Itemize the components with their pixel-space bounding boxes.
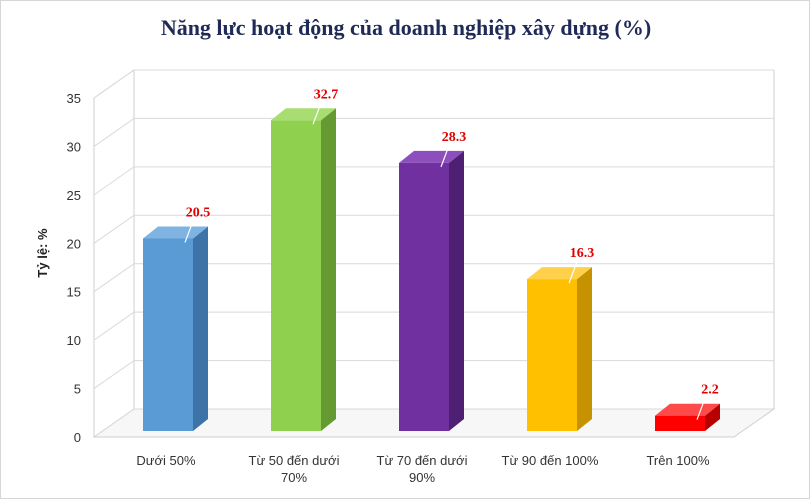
bar-front (655, 415, 705, 431)
y-axis-title: Tỷ lệ: % (35, 228, 50, 278)
bar-top (399, 150, 464, 163)
y-tick-label: 20 (67, 236, 81, 251)
bar-top (655, 403, 720, 416)
y-tick-label: 10 (67, 333, 81, 348)
x-category-label: Trên 100% (646, 453, 710, 468)
bar-side (577, 267, 592, 431)
data-label: 20.5 (186, 205, 211, 220)
bar-side (193, 226, 208, 431)
gridline (93, 69, 774, 99)
data-label-leader (184, 218, 195, 243)
bar-side (449, 150, 464, 431)
x-axis-categories: Dưới 50% Từ 50 đến dưới 70% Từ 70 đến dưới 9… (136, 453, 710, 485)
data-label-leader (312, 100, 323, 125)
bars (143, 108, 720, 431)
data-label: 32.7 (314, 87, 339, 102)
y-tick-label: 5 (74, 382, 81, 397)
bar-top (271, 108, 336, 121)
bar (655, 403, 720, 431)
gridline (93, 214, 774, 244)
gridline (93, 166, 774, 196)
bar-front (271, 120, 321, 431)
bar-side (705, 403, 720, 431)
data-labels: 20.5 32.7 28.3 16.3 2.2 (184, 87, 719, 420)
bar-front (527, 279, 577, 431)
y-axis-ticks: 0 5 10 15 20 25 30 35 (67, 91, 81, 445)
y-tick-label: 0 (74, 430, 81, 445)
y-tick-label: 30 (67, 139, 81, 154)
data-label-leader (568, 258, 579, 284)
bar (143, 226, 208, 431)
chart-title: Năng lực hoạt động của doanh nghiệp xây … (161, 15, 651, 40)
x-category-label: Từ 50 đến dưới 70% (249, 453, 340, 485)
bar (399, 150, 464, 431)
bar-front (399, 162, 449, 431)
data-label-leader (696, 395, 707, 420)
data-label: 28.3 (442, 130, 467, 145)
data-label: 2.2 (701, 383, 719, 398)
bar (527, 267, 592, 431)
x-category-label: Từ 70 đến dưới 90% (377, 453, 468, 485)
bar-top (527, 267, 592, 280)
bar (271, 108, 336, 431)
data-label-leader (440, 142, 451, 168)
y-tick-label: 35 (67, 91, 81, 106)
gridline (93, 117, 774, 147)
bar-side (321, 108, 336, 431)
bar-front (143, 238, 193, 431)
y-tick-label: 15 (67, 285, 81, 300)
y-tick-label: 25 (67, 188, 81, 203)
bar-top (143, 226, 208, 239)
x-category-label: Từ 90 đến 100% (502, 453, 599, 468)
x-category-label: Dưới 50% (136, 453, 196, 468)
gridline (93, 263, 774, 293)
data-label: 16.3 (570, 246, 595, 261)
